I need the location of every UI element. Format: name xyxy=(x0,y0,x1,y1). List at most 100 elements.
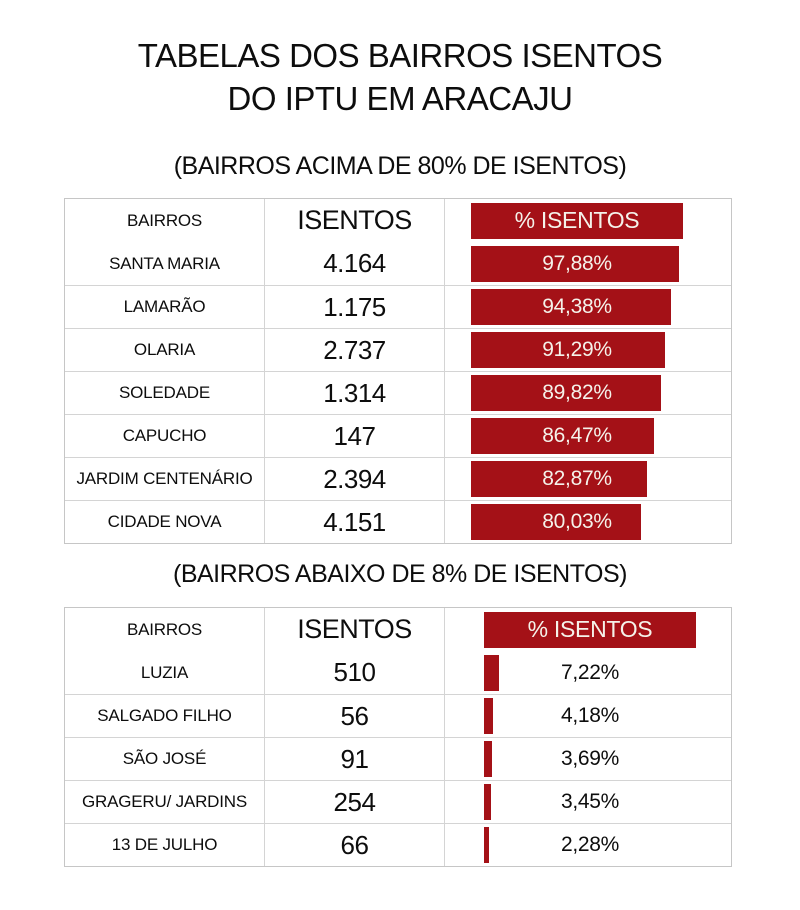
pct-bar xyxy=(484,741,492,777)
table-row: LAMARÃO 1.175 94,38% xyxy=(65,285,731,328)
isentos-count: 66 xyxy=(264,824,444,866)
table-header-row: BAIRROS ISENTOS % ISENTOS xyxy=(65,608,731,651)
isentos-count: 510 xyxy=(264,651,444,694)
pct-bar-track: 3,45% xyxy=(484,784,696,820)
header-pct-isentos: % ISENTOS xyxy=(444,199,733,242)
table-header-row: BAIRROS ISENTOS % ISENTOS xyxy=(65,199,731,242)
table2-subtitle: (BAIRROS ABAIXO DE 8% DE ISENTOS) xyxy=(173,560,628,588)
pct-isentos-cell: 89,82% xyxy=(444,372,733,414)
header-pct-label: % ISENTOS xyxy=(514,207,640,233)
pct-isentos-cell: 7,22% xyxy=(444,651,733,694)
pct-value-label: 80,03% xyxy=(542,510,612,533)
isentos-count: 91 xyxy=(264,738,444,780)
page-title: TABELAS DOS BAIRROS ISENTOS DO IPTU EM A… xyxy=(0,34,800,120)
pct-bar xyxy=(471,245,679,282)
header-pct-isentos: % ISENTOS xyxy=(444,608,733,651)
isentos-count: 1.314 xyxy=(264,372,444,414)
table-row: GRAGERU/ JARDINS 254 3,45% xyxy=(65,780,731,823)
header-bairros: BAIRROS xyxy=(126,619,203,639)
pct-bar-track: 2,28% xyxy=(484,827,696,863)
table-row: JARDIM CENTENÁRIO 2.394 82,87% xyxy=(65,457,731,500)
table-row: 13 DE JULHO 66 2,28% xyxy=(65,823,731,866)
bairro-name: GRAGERU/ JARDINS xyxy=(82,792,247,811)
pct-bar-track: 82,87% xyxy=(471,461,683,497)
bairro-name: SÃO JOSÉ xyxy=(122,749,207,768)
pct-value-label: 2,28% xyxy=(560,833,620,856)
header-isentos: ISENTOS xyxy=(264,608,444,651)
pct-value-label: 3,45% xyxy=(560,790,620,813)
pct-value-label: 97,88% xyxy=(542,251,612,275)
pct-value-label: 82,87% xyxy=(542,467,612,490)
pct-bar xyxy=(484,827,489,863)
pct-bar xyxy=(471,332,665,368)
pct-isentos-cell: 4,18% xyxy=(444,695,733,737)
table-row: CAPUCHO 147 86,47% xyxy=(65,414,731,457)
pct-bar-track: 7,22% xyxy=(484,654,696,691)
header-pct-redbox: % ISENTOS xyxy=(471,202,683,239)
pct-isentos-cell: 97,88% xyxy=(444,242,733,285)
pct-bar-track: 89,82% xyxy=(471,375,683,411)
pct-bar xyxy=(484,654,500,691)
table-row: OLARIA 2.737 91,29% xyxy=(65,328,731,371)
pct-isentos-cell: 86,47% xyxy=(444,415,733,457)
table-row: SÃO JOSÉ 91 3,69% xyxy=(65,737,731,780)
pct-isentos-cell: 2,28% xyxy=(444,824,733,866)
isentos-count: 254 xyxy=(264,781,444,823)
pct-bar-track: 91,29% xyxy=(471,332,683,368)
pct-value-label: 86,47% xyxy=(542,424,612,447)
pct-bar-track: 97,88% xyxy=(471,245,683,282)
isentos-count: 147 xyxy=(264,415,444,457)
pct-value-label: 4,18% xyxy=(560,704,620,727)
bairro-name: SOLEDADE xyxy=(119,383,210,402)
header-bairros: BAIRROS xyxy=(126,210,203,230)
bairro-name: CIDADE NOVA xyxy=(107,512,222,531)
pct-isentos-cell: 94,38% xyxy=(444,286,733,328)
bairro-name: OLARIA xyxy=(133,340,196,359)
pct-bar xyxy=(471,418,655,454)
bairro-name: 13 DE JULHO xyxy=(111,835,218,854)
pct-bar-track: 80,03% xyxy=(471,504,683,540)
header-isentos: ISENTOS xyxy=(264,199,444,242)
isentos-count: 2.737 xyxy=(264,329,444,371)
pct-bar xyxy=(471,504,641,540)
isentos-count: 4.164 xyxy=(264,242,444,285)
bairro-name: SANTA MARIA xyxy=(109,253,220,273)
isentos-count: 2.394 xyxy=(264,458,444,500)
bairro-name: LUZIA xyxy=(140,662,189,682)
pct-bar-track: 94,38% xyxy=(471,289,683,325)
table-row: CIDADE NOVA 4.151 80,03% xyxy=(65,500,731,543)
pct-isentos-cell: 82,87% xyxy=(444,458,733,500)
page-title-line1: TABELAS DOS BAIRROS ISENTOS xyxy=(137,37,663,74)
table-above-80pct: BAIRROS ISENTOS % ISENTOS SANTA MARIA 4.1… xyxy=(64,198,732,544)
pct-bar xyxy=(471,375,662,411)
pct-bar-track: 3,69% xyxy=(484,741,696,777)
isentos-count: 56 xyxy=(264,695,444,737)
page-title-line2: DO IPTU EM ARACAJU xyxy=(227,80,573,117)
isentos-count: 4.151 xyxy=(264,501,444,543)
pct-bar xyxy=(471,461,647,497)
table-below-8pct: BAIRROS ISENTOS % ISENTOS LUZIA 510 7,22% S… xyxy=(64,607,732,867)
table-row: LUZIA 510 7,22% xyxy=(65,651,731,694)
pct-bar xyxy=(484,784,492,820)
bairro-name: LAMARÃO xyxy=(123,297,206,316)
pct-bar-track: 4,18% xyxy=(484,698,696,734)
pct-bar xyxy=(471,289,672,325)
pct-isentos-cell: 3,45% xyxy=(444,781,733,823)
pct-value-label: 94,38% xyxy=(542,295,612,318)
pct-value-label: 7,22% xyxy=(560,660,620,684)
bairro-name: SALGADO FILHO xyxy=(97,706,232,725)
pct-value-label: 89,82% xyxy=(542,381,612,404)
header-pct-redbox: % ISENTOS xyxy=(484,611,696,648)
table-row: SALGADO FILHO 56 4,18% xyxy=(65,694,731,737)
bairro-name: CAPUCHO xyxy=(122,426,207,445)
table-row: SANTA MARIA 4.164 97,88% xyxy=(65,242,731,285)
pct-value-label: 3,69% xyxy=(560,747,620,770)
table-row: SOLEDADE 1.314 89,82% xyxy=(65,371,731,414)
header-pct-label: % ISENTOS xyxy=(527,616,653,642)
pct-value-label: 91,29% xyxy=(542,338,612,361)
pct-isentos-cell: 3,69% xyxy=(444,738,733,780)
pct-bar-track: 86,47% xyxy=(471,418,683,454)
table1-subtitle: (BAIRROS ACIMA DE 80% DE ISENTOS) xyxy=(173,152,627,180)
isentos-count: 1.175 xyxy=(264,286,444,328)
